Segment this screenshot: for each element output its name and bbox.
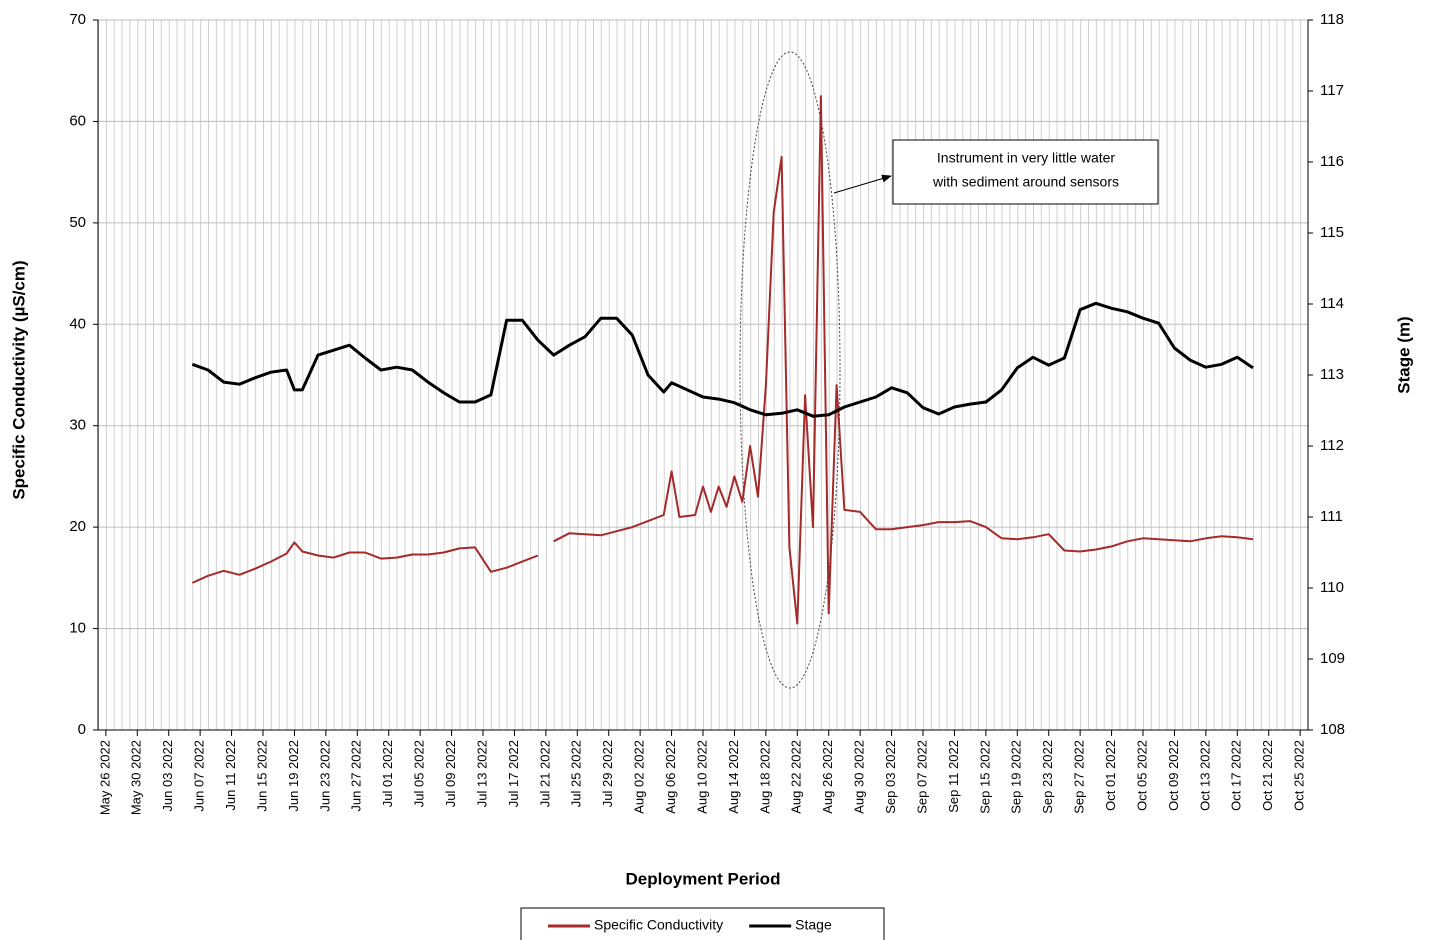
- x-tick-label: Oct 17 2022: [1229, 740, 1244, 811]
- x-tick-label: Oct 01 2022: [1103, 740, 1118, 811]
- x-tick-label: Jul 29 2022: [600, 740, 615, 807]
- annotation-text: with sediment around sensors: [932, 174, 1119, 190]
- x-tick-label: May 30 2022: [129, 740, 144, 815]
- x-tick-label: Jun 27 2022: [349, 740, 364, 812]
- x-tick-label: Jul 17 2022: [506, 740, 521, 807]
- y-axis-title: Specific Conductivity (µS/cm): [9, 260, 28, 499]
- x-tick-label: Oct 05 2022: [1134, 740, 1149, 811]
- x-tick-label: Sep 07 2022: [914, 740, 929, 814]
- series-line: [191, 95, 1254, 625]
- highlight-ellipse: [739, 51, 841, 689]
- annotation-box: [892, 139, 1159, 205]
- x-tick-label: Jun 15 2022: [254, 740, 269, 812]
- y2-tick-label: 109: [1320, 650, 1345, 667]
- y2-tick-label: 108: [1320, 721, 1345, 738]
- x-tick-label: Aug 22 2022: [789, 740, 804, 814]
- minor-grid: [98, 20, 1308, 730]
- legend-label: Stage: [795, 917, 832, 933]
- legend-label: Specific Conductivity: [594, 917, 723, 933]
- y2-tick-label: 116: [1320, 153, 1344, 170]
- x-tick-label: Jul 09 2022: [443, 740, 458, 807]
- x-tick-label: Jun 03 2022: [160, 740, 175, 812]
- x-tick-label: Oct 21 2022: [1260, 740, 1275, 811]
- y-tick-label: 70: [69, 11, 86, 28]
- x-tick-label: Aug 26 2022: [820, 740, 835, 814]
- y2-tick-label: 117: [1320, 82, 1344, 99]
- y2-tick-label: 114: [1320, 295, 1344, 312]
- x-tick-label: Jul 21 2022: [537, 740, 552, 807]
- x-tick-label: Jul 05 2022: [412, 740, 427, 807]
- x-tick-label: Jul 01 2022: [380, 740, 395, 807]
- x-tick-label: Oct 13 2022: [1197, 740, 1212, 811]
- y2-tick-label: 112: [1320, 437, 1344, 454]
- x-tick-label: Oct 09 2022: [1166, 740, 1181, 811]
- legend: [520, 907, 885, 940]
- y-tick-label: 50: [69, 214, 86, 231]
- x-tick-label: Jun 19 2022: [286, 740, 301, 812]
- y-tick-label: 10: [69, 620, 86, 637]
- y-tick-label: 40: [69, 315, 86, 332]
- y2-tick-label: 110: [1320, 579, 1344, 596]
- y2-tick-label: 111: [1320, 508, 1343, 525]
- x-tick-label: Sep 03 2022: [883, 740, 898, 814]
- x-tick-label: Jun 11 2022: [223, 740, 238, 811]
- x-tick-label: Sep 27 2022: [1072, 740, 1087, 814]
- y-tick-label: 0: [78, 721, 86, 738]
- annotation-arrow: [833, 174, 892, 194]
- x-tick-label: Aug 02 2022: [632, 740, 647, 814]
- x-tick-label: Sep 11 2022: [946, 740, 961, 813]
- y-tick-label: 60: [69, 112, 86, 129]
- x-tick-label: Oct 25 2022: [1292, 740, 1307, 811]
- x-tick-label: Sep 19 2022: [1009, 740, 1024, 814]
- x-tick-label: Sep 15 2022: [977, 740, 992, 814]
- annotation-text: Instrument in very little water: [937, 150, 1116, 166]
- x-tick-label: Jun 07 2022: [192, 740, 207, 812]
- x-tick-label: May 26 2022: [97, 740, 112, 815]
- x-tick-label: Jul 13 2022: [474, 740, 489, 807]
- x-tick-label: Aug 06 2022: [663, 740, 678, 814]
- x-tick-label: Aug 14 2022: [726, 740, 741, 814]
- x-tick-label: Jun 23 2022: [317, 740, 332, 812]
- series-line: [191, 301, 1254, 418]
- y2-axis-title: Stage (m): [1394, 316, 1413, 393]
- x-axis-title: Deployment Period: [626, 869, 781, 888]
- x-tick-label: Aug 18 2022: [757, 740, 772, 814]
- y-tick-label: 30: [69, 417, 86, 434]
- x-tick-label: Aug 10 2022: [694, 740, 709, 814]
- x-tick-label: Sep 23 2022: [1040, 740, 1055, 814]
- y2-tick-label: 113: [1320, 366, 1344, 383]
- x-tick-label: Jul 25 2022: [569, 740, 584, 807]
- y2-tick-label: 118: [1320, 11, 1344, 28]
- x-tick-label: Aug 30 2022: [852, 740, 867, 814]
- y2-tick-label: 115: [1320, 224, 1344, 241]
- y-tick-label: 20: [69, 518, 86, 535]
